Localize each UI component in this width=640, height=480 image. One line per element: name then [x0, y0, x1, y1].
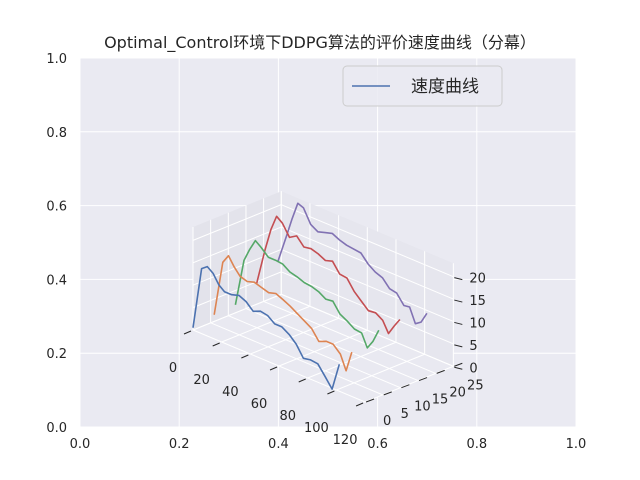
x-tick-mark [241, 354, 249, 359]
series-line [276, 202, 428, 325]
series-line [234, 239, 380, 349]
x-tick-label: 0 [169, 361, 177, 376]
gridline-y-floor [263, 300, 436, 374]
y-tick-label: 5 [401, 407, 409, 422]
outer-x-tick-label: 0.6 [367, 437, 388, 452]
pane-x-wall [193, 191, 282, 330]
chart-title: Optimal_Control环境下DDPG算法的评价速度曲线（分幕） [104, 33, 536, 53]
z-tick-label: 15 [469, 294, 486, 309]
gridline-z-wall [192, 226, 282, 264]
outer-x-tick-label: 0.4 [268, 437, 289, 452]
y-tick-mark [383, 391, 392, 396]
series-line [192, 265, 341, 390]
x-tick-mark [269, 366, 278, 371]
outer-y-tick-label: 1.0 [46, 52, 67, 67]
x-tick-mark [298, 378, 306, 383]
y-tick-mark [454, 362, 463, 367]
z-tick-mark [454, 299, 463, 303]
gridline-y-floor [192, 329, 366, 403]
outer-x-tick-label: 0.8 [466, 437, 487, 452]
outer-y-tick-label: 0.0 [46, 421, 67, 436]
legend: 速度曲线 [342, 65, 503, 107]
gridline-z-wall [192, 293, 282, 331]
outer-y-tick-label: 0.4 [46, 273, 67, 288]
x-tick-label: 80 [279, 409, 296, 424]
series-line [255, 215, 401, 335]
y-tick-label: 0 [383, 414, 391, 429]
series-line [213, 254, 353, 372]
y-tick-mark [436, 369, 445, 374]
gridline-x-floor [250, 317, 339, 355]
x-tick-mark [355, 402, 364, 407]
y-tick-mark [418, 377, 428, 382]
x-tick-label: 20 [193, 373, 210, 388]
gridline-y-floor [228, 315, 401, 389]
z-tick-label: 5 [469, 339, 477, 354]
legend-box [342, 65, 503, 107]
y-tick-label: 15 [432, 393, 449, 408]
z-tick-mark [454, 366, 463, 370]
outer-x-tick-label: 0.2 [169, 437, 190, 452]
x-tick-label: 60 [251, 397, 268, 412]
outer-y-tick-label: 0.8 [46, 126, 67, 141]
y-tick-mark [365, 398, 375, 403]
gridline-z-backwall [281, 204, 454, 278]
x-tick-mark [327, 390, 335, 395]
y-tick-mark [401, 384, 410, 389]
outer-x-tick-label: 0.0 [70, 437, 91, 452]
x-tick-mark [183, 330, 192, 335]
gridline-y-floor [210, 322, 383, 396]
y-tick-label: 10 [414, 400, 431, 415]
outer-y-tick-label: 0.2 [46, 347, 67, 362]
x-tick-label: 120 [333, 433, 358, 448]
series-lines [192, 202, 428, 390]
x-tick-mark [212, 342, 220, 347]
gridline-x-floor [336, 353, 425, 391]
legend-label: 速度曲线 [411, 77, 479, 97]
z-tick-mark [454, 321, 463, 325]
x-tick-label: 40 [222, 385, 239, 400]
gridline-z-wall [192, 204, 282, 241]
gridline-x-floor [278, 329, 368, 367]
gridline-z-wall [192, 271, 282, 309]
z-tick-label: 20 [469, 272, 486, 287]
z-tick-label: 0 [469, 361, 477, 376]
y-tick-label: 20 [449, 385, 466, 400]
z-tick-mark [454, 344, 463, 348]
y-tick-label: 25 [467, 378, 484, 393]
outer-x-tick-label: 1.0 [566, 437, 587, 452]
z-tick-label: 10 [469, 316, 486, 331]
gridline-z-backwall [281, 271, 454, 345]
gridline-z-backwall [281, 293, 454, 367]
x-tick-label: 100 [304, 421, 329, 436]
z-tick-mark [454, 277, 463, 281]
outer-y-tick-label: 0.6 [46, 200, 67, 215]
gridline-z-backwall [281, 248, 454, 322]
